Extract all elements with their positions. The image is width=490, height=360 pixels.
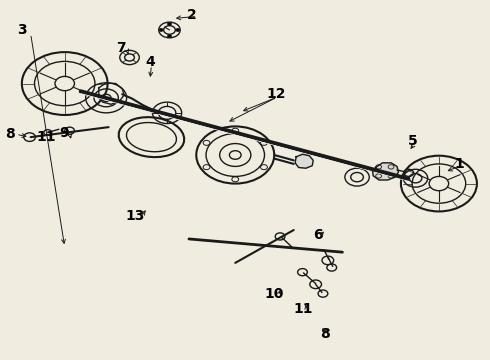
Text: 3: 3: [17, 23, 26, 37]
Text: 12: 12: [267, 87, 287, 101]
Text: 7: 7: [116, 41, 125, 55]
Text: 9: 9: [59, 126, 69, 140]
Text: 8: 8: [5, 127, 15, 140]
Text: 8: 8: [320, 327, 330, 341]
Circle shape: [168, 22, 172, 25]
Polygon shape: [295, 154, 313, 168]
Text: 11: 11: [36, 130, 56, 144]
Text: 2: 2: [187, 8, 196, 22]
Text: 1: 1: [455, 157, 464, 171]
Circle shape: [159, 28, 163, 31]
Circle shape: [176, 28, 180, 31]
Text: 11: 11: [294, 302, 313, 316]
Text: 13: 13: [126, 209, 145, 223]
Text: 6: 6: [313, 228, 323, 242]
Text: 4: 4: [145, 55, 155, 69]
Circle shape: [168, 35, 172, 37]
Text: 5: 5: [408, 134, 418, 148]
Text: 10: 10: [265, 287, 284, 301]
Polygon shape: [373, 163, 398, 180]
